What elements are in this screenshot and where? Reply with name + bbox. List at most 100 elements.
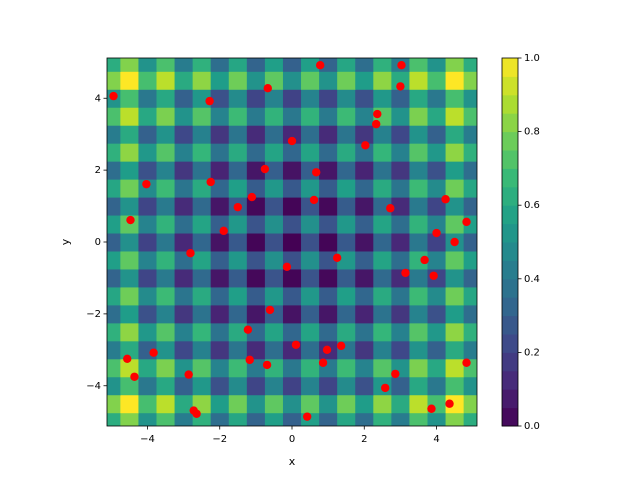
heat-cell: [282, 322, 302, 342]
point: [109, 91, 118, 101]
heat-cell: [463, 58, 477, 72]
heat-cell: [355, 286, 374, 306]
heat-cell: [192, 161, 212, 180]
heat-cell: [301, 394, 320, 414]
heat-cell: [337, 286, 356, 306]
heat-cell: [174, 179, 194, 198]
heat-cell: [427, 340, 447, 360]
heat-cell: [174, 89, 194, 108]
heat-cell: [445, 286, 465, 306]
x-tick-label: −2: [212, 434, 227, 445]
heat-cell: [282, 286, 302, 306]
heat-cell: [445, 376, 465, 396]
heat-cell: [337, 179, 356, 198]
colorbar-band: [502, 315, 518, 335]
heat-cell: [156, 268, 176, 288]
heat-cell: [246, 250, 266, 270]
heat-cell: [373, 268, 392, 288]
heat-cell: [228, 58, 248, 72]
heat-cell: [107, 376, 121, 396]
point: [371, 119, 381, 129]
heat-cell: [120, 143, 139, 162]
heat-cell: [355, 161, 374, 180]
heat-cell: [210, 394, 230, 414]
heat-cell: [463, 143, 477, 162]
heat-cell: [427, 376, 447, 396]
heat-cell: [355, 358, 374, 378]
heat-cell: [445, 304, 465, 324]
colorbar-band: [502, 186, 518, 206]
heat-cell: [192, 197, 212, 216]
heat-cell: [156, 250, 176, 270]
heat-cell: [427, 412, 447, 426]
heat-cell: [246, 412, 266, 426]
heat-cell: [210, 179, 230, 198]
heat-cell: [319, 71, 338, 90]
heat-cell: [210, 197, 230, 216]
heat-cell: [107, 215, 121, 234]
heat-cell: [427, 286, 447, 306]
heat-cell: [391, 394, 410, 414]
heatmap: [107, 58, 477, 426]
heat-cell: [192, 340, 212, 360]
heat-cell: [409, 376, 428, 396]
heat-cell: [264, 161, 284, 180]
heat-cell: [138, 89, 158, 108]
x-tick-label: −4: [140, 434, 155, 445]
point: [420, 255, 429, 265]
heat-cell: [210, 268, 230, 288]
heat-cell: [391, 340, 410, 360]
heat-cell: [120, 250, 139, 270]
heat-cell: [107, 143, 121, 162]
heat-cell: [174, 268, 194, 288]
heat-cell: [463, 71, 477, 90]
heat-cell: [174, 58, 194, 72]
heat-cell: [210, 340, 230, 360]
heat-cell: [301, 286, 320, 306]
heat-cell: [228, 179, 248, 198]
heat-cell: [156, 143, 176, 162]
heat-cell: [409, 71, 428, 90]
heat-cell: [355, 376, 374, 396]
heat-cell: [107, 125, 121, 144]
point: [429, 271, 438, 280]
heat-cell: [120, 71, 139, 90]
heat-cell: [373, 233, 392, 252]
heat-cell: [107, 286, 121, 306]
heat-cell: [210, 250, 230, 270]
point: [391, 369, 400, 379]
heat-cell: [264, 233, 284, 252]
heat-cell: [445, 89, 465, 108]
heat-cell: [355, 412, 374, 426]
colorbar-tick-label: 0.0: [524, 421, 540, 432]
heat-cell: [264, 107, 284, 126]
heat-cell: [337, 197, 356, 216]
heat-cell: [228, 143, 248, 162]
heat-cell: [174, 340, 194, 360]
heat-cell: [282, 107, 302, 126]
heat-cell: [282, 89, 302, 108]
heat-cell: [210, 143, 230, 162]
heat-cell: [409, 161, 428, 180]
point: [427, 404, 436, 413]
heat-cell: [355, 233, 374, 252]
heat-cell: [409, 58, 428, 72]
heat-cell: [445, 340, 465, 360]
heat-cell: [337, 233, 356, 252]
heat-cell: [174, 125, 194, 144]
heat-cell: [120, 233, 139, 252]
heat-cell: [228, 412, 248, 426]
heat-cell: [120, 376, 139, 396]
point: [265, 305, 275, 315]
heat-cell: [210, 412, 230, 426]
heat-cell: [319, 412, 338, 426]
heat-cell: [107, 233, 121, 252]
heat-cell: [120, 179, 139, 198]
heat-cell: [427, 215, 447, 234]
heat-cell: [246, 58, 266, 72]
heat-cell: [192, 125, 212, 144]
heat-cell: [337, 161, 356, 180]
heat-cell: [355, 394, 374, 414]
heat-cell: [427, 58, 447, 72]
heat-cell: [337, 268, 356, 288]
